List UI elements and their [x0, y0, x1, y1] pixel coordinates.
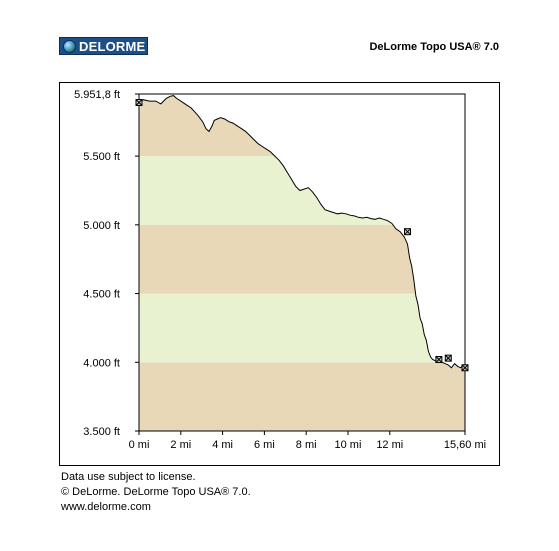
- x-tick-label-5: 10 mi: [335, 439, 362, 451]
- y-tick-label-4: 5.500 ft: [83, 151, 120, 163]
- footer: Data use subject to license. © DeLorme. …: [61, 470, 251, 515]
- copyright-note: © DeLorme. DeLorme Topo USA® 7.0.: [61, 486, 251, 498]
- waypoint-markers: [135, 98, 469, 372]
- website-link: www.delorme.com: [61, 501, 151, 513]
- x-axis: 0 mi 2 mi 4 mi 6 mi 8 mi 10 mi 12 mi 15,60 mi: [129, 431, 486, 451]
- delorme-logo: DELORME: [59, 37, 148, 55]
- plot-border: [138, 93, 466, 432]
- waypoint-marker-4[interactable]: [461, 364, 469, 372]
- waypoint-marker-1[interactable]: [404, 228, 412, 236]
- x-tick-label-4: 8 mi: [296, 439, 317, 451]
- chart-frame: [59, 82, 500, 466]
- globe-icon: [63, 40, 76, 53]
- y-tick-label-1: 4.000 ft: [83, 357, 120, 369]
- profile-line: [138, 95, 466, 369]
- x-tick-label-0: 0 mi: [129, 439, 150, 451]
- logo-text: DELORME: [79, 39, 146, 54]
- y-tick-label-5: 5.951,8 ft: [74, 89, 120, 101]
- elevation-band-1: [139, 293, 465, 363]
- y-tick-label-0: 3.500 ft: [83, 426, 120, 438]
- x-tick-label-1: 2 mi: [170, 439, 191, 451]
- waypoint-marker-3[interactable]: [444, 354, 452, 362]
- x-tick-label-7: 15,60 mi: [444, 439, 486, 451]
- product-title: DeLorme Topo USA® 7.0: [369, 41, 499, 53]
- y-tick-label-2: 4.500 ft: [83, 289, 120, 301]
- license-note: Data use subject to license.: [61, 471, 196, 483]
- y-axis: 3.500 ft 4.000 ft 4.500 ft 5.000 ft 5.500 ft…: [74, 89, 139, 438]
- y-tick-label-3: 5.000 ft: [83, 220, 120, 232]
- waypoint-marker-2[interactable]: [435, 356, 443, 364]
- x-tick-label-2: 4 mi: [212, 439, 233, 451]
- elevation-band-0: [139, 362, 465, 431]
- x-tick-label-3: 6 mi: [254, 439, 275, 451]
- area-above-profile: [139, 94, 465, 368]
- x-tick-label-6: 12 mi: [376, 439, 403, 451]
- waypoint-marker-0[interactable]: [135, 98, 143, 106]
